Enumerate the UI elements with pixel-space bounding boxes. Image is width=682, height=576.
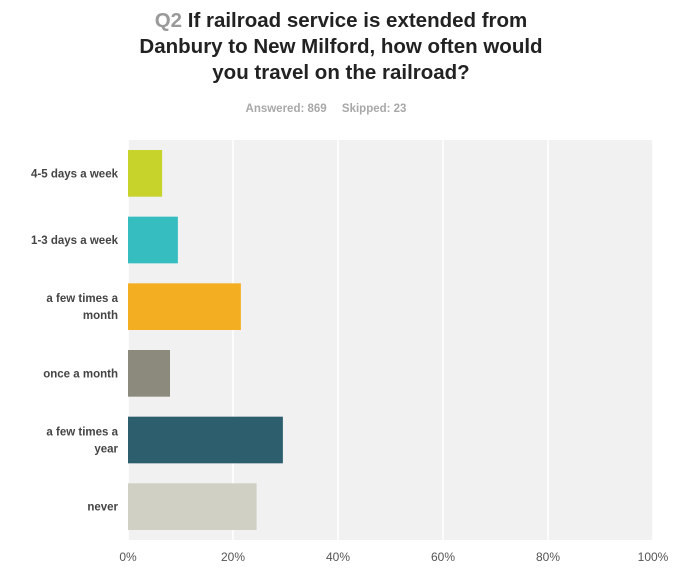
- question-text-line2: Danbury to New Milford, how often would: [139, 35, 543, 58]
- category-label: month: [83, 310, 118, 322]
- category-label: year: [94, 444, 118, 456]
- bar: [128, 350, 170, 397]
- answered-count: Answered: 869: [245, 103, 327, 115]
- category-label: once a month: [43, 368, 118, 380]
- bar: [128, 283, 241, 330]
- category-label: 1-3 days a week: [31, 235, 119, 247]
- x-tick-label: 20%: [221, 550, 245, 564]
- plot-area: [128, 140, 653, 540]
- category-label: a few times a: [46, 293, 118, 305]
- x-tick-label: 0%: [119, 550, 137, 564]
- bar: [128, 216, 178, 264]
- question-number: Q2: [154, 9, 183, 32]
- response-stats: Answered: 869 Skipped: 23: [0, 103, 652, 115]
- x-tick-label: 80%: [536, 550, 560, 564]
- category-label: never: [87, 502, 118, 514]
- skipped-count: Skipped: 23: [341, 103, 407, 115]
- question-text-line3: you travel on the railroad?: [212, 61, 470, 84]
- category-label: 4-5 days a week: [31, 168, 119, 180]
- bar: [128, 150, 163, 197]
- x-tick-label: 60%: [431, 550, 455, 564]
- question-text-line1: If railroad service is extended from: [187, 9, 528, 32]
- bar: [128, 416, 283, 464]
- bar: [128, 483, 257, 530]
- x-tick-label: 100%: [638, 550, 669, 564]
- question-title: Q2 If railroad service is extended from …: [0, 8, 682, 86]
- category-label: a few times a: [46, 427, 118, 439]
- x-tick-label: 40%: [326, 550, 350, 564]
